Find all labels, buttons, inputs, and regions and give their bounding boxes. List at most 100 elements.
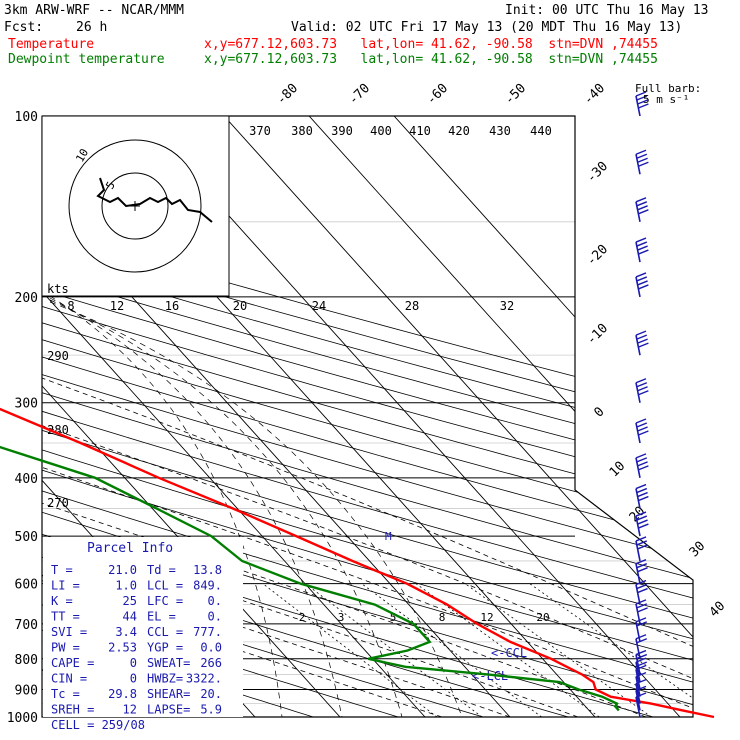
parcel-val: 21.0 — [108, 563, 137, 577]
valid-time: Valid: 02 UTC Fri 17 May 13 (20 MDT Thu … — [291, 20, 683, 35]
parcel-key2: SHEAR= — [147, 687, 190, 701]
parcel-key2: Td = — [147, 563, 176, 577]
parcel-key: Tc = — [51, 687, 80, 701]
theta-label-left-290: 290 — [47, 349, 69, 363]
hodograph-ring-outer — [68, 139, 202, 273]
dewpoint-line — [0, 445, 620, 712]
parcel-key2: EL = — [147, 610, 176, 624]
parcel-val: 0 — [130, 656, 137, 670]
plot-frame — [41, 115, 694, 718]
lcl-marker: <-LCL — [472, 669, 508, 683]
isotherm-label-0: 0 — [591, 404, 607, 420]
kts-label: kts — [47, 282, 69, 296]
parcel-val2: 3322. — [186, 672, 222, 686]
dry-adiabat — [42, 116, 441, 717]
isotherm-label--60: -60 — [424, 81, 451, 108]
wind-barb — [635, 634, 648, 659]
mixing-ratio-line — [529, 583, 693, 717]
parcel-key: SREH = — [51, 703, 94, 717]
theta-label-440: 440 — [530, 124, 552, 138]
wind-barb — [635, 599, 648, 625]
mixing-ratio-label-12: 12 — [480, 611, 493, 624]
init-time: Init: 00 UTC Thu 16 May 13 — [505, 3, 709, 18]
dry-adiabat — [42, 116, 693, 717]
hodograph-trace — [96, 177, 213, 223]
parcel-key: K = — [51, 594, 73, 608]
temperature-legend-info: x,y=677.12,603.73 lat,lon= 41.62, -90.58… — [204, 37, 658, 52]
wind-barb — [635, 617, 648, 643]
parcel-val: 2.53 — [108, 641, 137, 655]
wind-ring-label-32: 32 — [500, 299, 514, 313]
parcel-key2: HWBZ= — [147, 672, 183, 686]
barb-legend-value: 5 m s⁻¹ — [643, 93, 689, 106]
dry-adiabat — [42, 116, 693, 717]
temperature-legend: Temperature — [8, 37, 95, 52]
model-title: 3km ARW-WRF -- NCAR/MMM — [4, 3, 185, 18]
pressure-tick-500: 500 — [15, 530, 38, 545]
isotherm-label--20: -20 — [584, 242, 611, 269]
pressure-tick-300: 300 — [15, 397, 38, 412]
mixing-ratio-label-20: 20 — [536, 611, 549, 624]
moist-adiabat — [42, 296, 647, 717]
parcel-val2: 0.0 — [200, 641, 222, 655]
pressure-tick-900: 900 — [15, 683, 38, 698]
wind-barb — [635, 237, 649, 263]
wind-barb — [635, 418, 649, 444]
m-marker: M — [385, 530, 392, 543]
mixing-ratio-line — [415, 583, 600, 717]
wind-ring-label-28: 28 — [405, 299, 419, 313]
wind-barb — [635, 579, 648, 605]
wind-barb — [635, 330, 649, 356]
isotherm — [42, 116, 426, 717]
wind-barb — [635, 272, 649, 298]
theta-label-left-270: 270 — [47, 496, 69, 510]
theta-label-420: 420 — [448, 124, 470, 138]
mixing-ratio-line — [361, 583, 542, 717]
dry-adiabat — [42, 116, 693, 717]
isotherm-label--80: -80 — [274, 81, 301, 108]
theta-label-left-280: 280 — [47, 423, 69, 437]
theta-label-400: 400 — [370, 124, 392, 138]
dry-adiabat — [42, 116, 693, 717]
pressure-tick-700: 700 — [15, 618, 38, 633]
moist-adiabat — [42, 296, 693, 717]
pressure-tick-600: 600 — [15, 578, 38, 593]
parcel-val: 12 — [123, 703, 137, 717]
parcel-val2: 20. — [200, 687, 222, 701]
hodograph-ring-label-10: 10 — [73, 147, 91, 165]
wind-ring-label-8: 8 — [67, 299, 74, 313]
parcel-val: 0 — [130, 672, 137, 686]
wind-barb — [635, 483, 649, 509]
dry-adiabat — [42, 116, 693, 717]
wind-ring-label-20: 20 — [233, 299, 247, 313]
parcel-val: 3.4 — [115, 625, 137, 639]
theta-label-380: 380 — [291, 124, 313, 138]
parcel-cell: CELL = 259/08 — [51, 718, 145, 732]
isotherm-label--40: -40 — [581, 81, 608, 108]
theta-label-410: 410 — [409, 124, 431, 138]
isotherm — [42, 116, 341, 717]
parcel-info-title: Parcel Info — [87, 541, 173, 556]
wind-barb — [635, 649, 648, 675]
mixing-ratio-label-2: 2 — [299, 611, 306, 624]
parcel-val2: 13.8 — [193, 563, 222, 577]
mixing-ratio-line — [262, 583, 438, 717]
isotherm — [393, 116, 693, 717]
mixing-ratio-label-3: 3 — [338, 611, 345, 624]
parcel-key2: SWEAT= — [147, 656, 190, 670]
plot-area — [42, 116, 693, 717]
dry-adiabat — [42, 116, 693, 717]
theta-label-390: 390 — [331, 124, 353, 138]
wind-ring-label-12: 12 — [110, 299, 124, 313]
barb-legend-title: Full barb: — [635, 82, 701, 95]
pressure-tick-400: 400 — [15, 472, 38, 487]
parcel-val2: 5.9 — [200, 703, 222, 717]
moist-adiabat — [42, 296, 443, 717]
hodograph-ring-inner — [101, 172, 169, 240]
mixing-ratio-line — [305, 583, 483, 717]
isotherm-label--70: -70 — [346, 81, 373, 108]
parcel-key: SVI = — [51, 625, 87, 639]
parcel-key2: YGP = — [147, 641, 183, 655]
parcel-key2: CCL = — [147, 625, 183, 639]
